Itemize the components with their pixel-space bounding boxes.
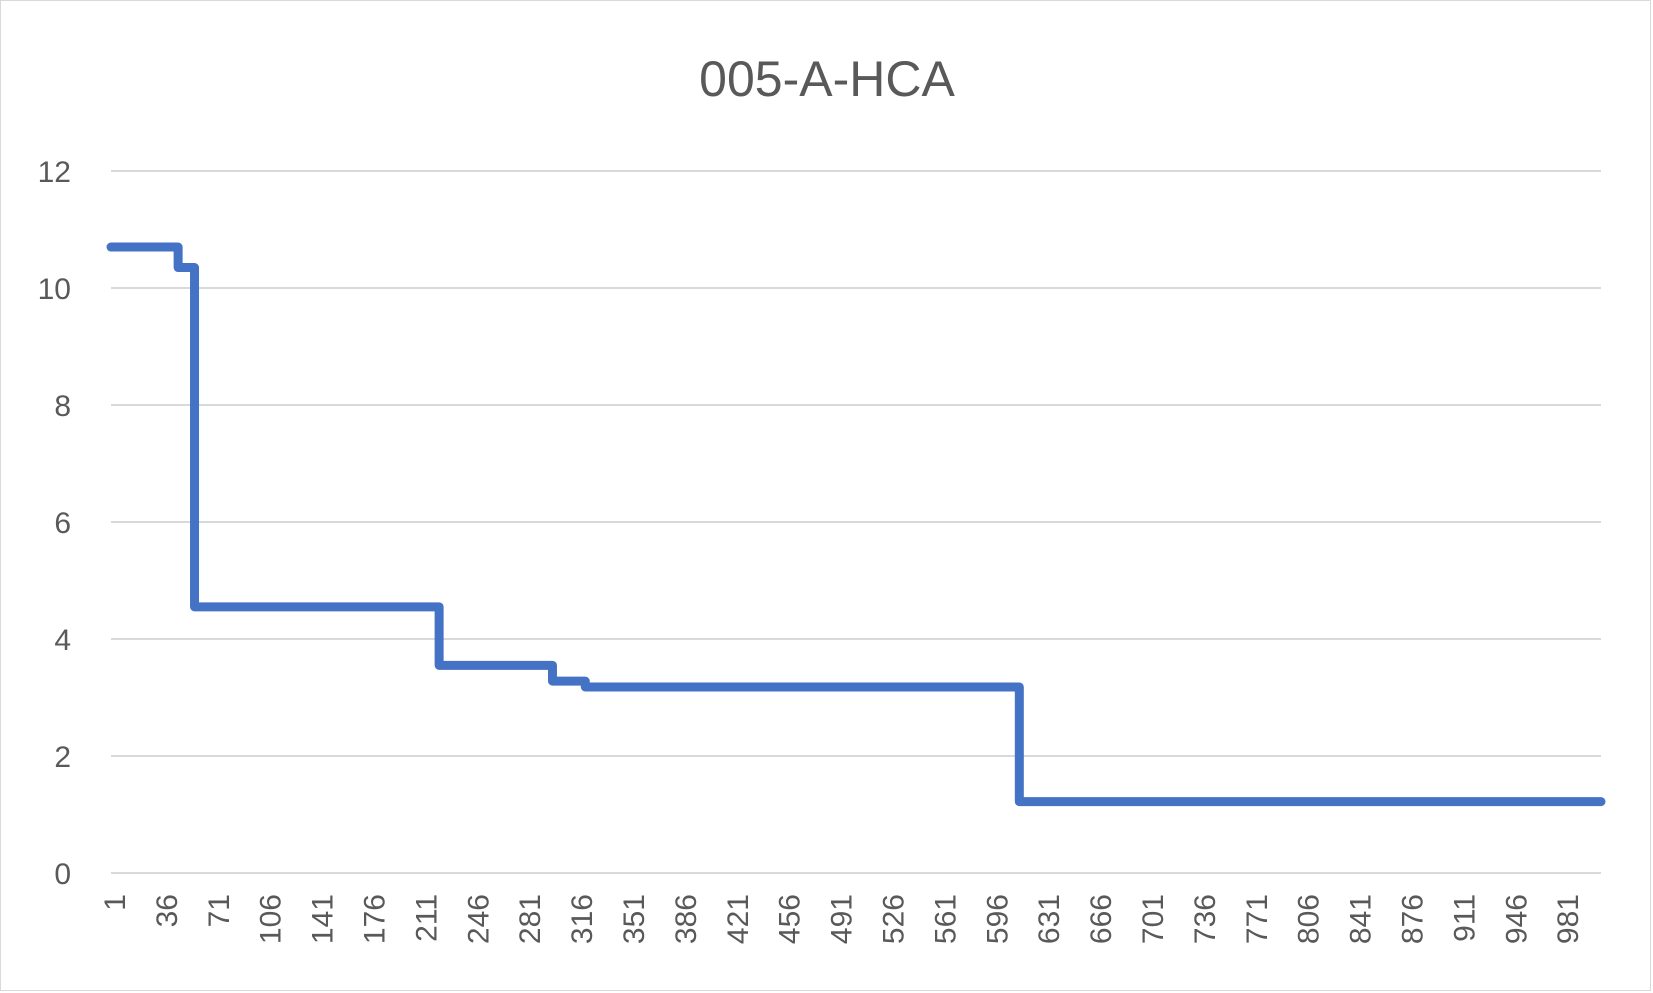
- y-tick-label: 4: [54, 624, 71, 657]
- x-tick-label: 281: [514, 894, 547, 944]
- x-tick-label: 876: [1397, 894, 1430, 944]
- grid-lines: [111, 170, 1601, 874]
- x-tick-label: 701: [1137, 894, 1170, 944]
- x-tick-label: 526: [878, 894, 911, 944]
- x-tick-label: 736: [1189, 894, 1222, 944]
- x-tick-label: 316: [566, 894, 599, 944]
- x-tick-label: 981: [1552, 894, 1585, 944]
- y-tick-label: 6: [54, 507, 71, 540]
- x-axis-tick-labels: 1 36 71 106 141 176 211 246 281 316 351 386 421 456 49…: [99, 894, 1585, 944]
- y-tick-label: 2: [54, 741, 71, 774]
- x-tick-label: 771: [1241, 894, 1274, 944]
- x-tick-label: 946: [1500, 894, 1533, 944]
- y-tick-label: 0: [54, 858, 71, 891]
- series-layer: [106, 242, 1606, 807]
- x-tick-label: 596: [981, 894, 1014, 944]
- x-tick-label: 631: [1033, 894, 1066, 944]
- x-tick-label: 911: [1448, 894, 1481, 942]
- x-tick-label: 491: [826, 894, 859, 944]
- x-tick-label: 141: [307, 894, 340, 944]
- x-tick-label: 421: [722, 894, 755, 944]
- y-tick-label: 12: [38, 156, 71, 189]
- y-tick-label: 10: [38, 273, 71, 306]
- x-tick-label: 351: [618, 894, 651, 944]
- x-tick-label: 666: [1085, 894, 1118, 944]
- x-tick-label: 456: [774, 894, 807, 944]
- x-tick-label: 246: [462, 894, 495, 944]
- x-tick-label: 106: [255, 894, 288, 944]
- x-tick-label: 841: [1345, 894, 1378, 944]
- series-line-0: [106, 242, 1606, 807]
- y-tick-label: 8: [54, 390, 71, 423]
- x-tick-label: 176: [359, 894, 392, 944]
- x-tick-label: 211: [410, 894, 443, 942]
- y-axis-tick-labels: 0 2 4 6 8 10 12: [38, 156, 71, 891]
- x-tick-label: 1: [99, 894, 132, 911]
- x-tick-label: 806: [1293, 894, 1326, 944]
- x-tick-label: 71: [203, 894, 236, 927]
- x-tick-label: 36: [151, 894, 184, 927]
- x-tick-label: 386: [670, 894, 703, 944]
- chart-title: 005-A-HCA: [699, 51, 955, 107]
- x-tick-label: 561: [929, 894, 962, 944]
